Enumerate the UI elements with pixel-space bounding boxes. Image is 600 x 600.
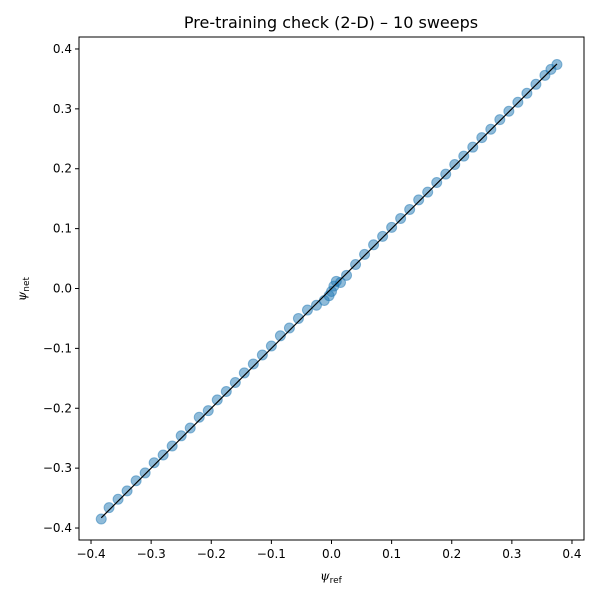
data-point xyxy=(166,440,178,452)
data-point xyxy=(449,159,461,171)
data-point xyxy=(265,340,277,352)
y-tick-label: 0.2 xyxy=(53,162,72,176)
data-point xyxy=(247,358,259,370)
plot-area xyxy=(78,36,585,541)
x-axis-label: ψref xyxy=(320,569,342,586)
y-axis-symbol: ψ xyxy=(15,291,29,301)
data-point xyxy=(431,177,443,189)
data-point xyxy=(95,513,107,525)
x-tick-label: −0.4 xyxy=(76,547,105,561)
data-point xyxy=(184,422,196,434)
y-tick-label: 0.3 xyxy=(53,102,72,116)
x-axis-subscript: ref xyxy=(330,576,343,586)
data-point xyxy=(476,132,488,144)
y-tick-label: 0.0 xyxy=(53,282,72,296)
data-point xyxy=(335,277,347,289)
x-tick-label: −0.2 xyxy=(197,547,226,561)
y-tick-label: −0.3 xyxy=(43,461,72,475)
y-axis-ticks: −0.4 −0.3 −0.2 −0.1 0.0 0.1 0.2 0.3 0.4 xyxy=(43,42,79,535)
y-tick-label: −0.2 xyxy=(43,401,72,415)
data-point xyxy=(404,203,416,215)
data-point xyxy=(368,239,380,251)
y-axis-subscript: net xyxy=(22,276,32,291)
x-tick-label: 0.3 xyxy=(502,547,521,561)
y-axis-label: ψnet xyxy=(15,276,32,301)
data-point xyxy=(157,449,169,461)
chart-title: Pre-training check (2-D) – 10 sweeps xyxy=(184,13,478,32)
reference-line xyxy=(100,63,558,519)
data-point xyxy=(301,304,313,316)
x-tick-label: −0.3 xyxy=(137,547,166,561)
data-point xyxy=(175,430,187,442)
data-point xyxy=(238,367,250,379)
data-point xyxy=(292,312,304,324)
data-point xyxy=(193,411,205,423)
data-point xyxy=(148,457,160,469)
x-tick-label: 0.2 xyxy=(442,547,461,561)
data-point xyxy=(341,269,353,281)
x-axis-symbol: ψ xyxy=(320,569,330,583)
data-point xyxy=(274,330,286,342)
y-tick-label: −0.1 xyxy=(43,341,72,355)
x-tick-label: 0.0 xyxy=(322,547,341,561)
data-point xyxy=(386,221,398,233)
data-point xyxy=(229,377,241,389)
data-point xyxy=(103,502,115,514)
data-point xyxy=(310,299,322,311)
reference-line-layer xyxy=(100,63,558,519)
data-point xyxy=(283,322,295,334)
data-point xyxy=(220,385,232,397)
data-point xyxy=(211,394,223,406)
x-tick-label: −0.1 xyxy=(257,547,286,561)
y-tick-label: −0.4 xyxy=(43,521,72,535)
data-point xyxy=(256,349,268,361)
y-tick-label: 0.1 xyxy=(53,222,72,236)
x-tick-label: 0.4 xyxy=(562,547,581,561)
data-point xyxy=(130,475,142,487)
data-point xyxy=(395,212,407,224)
data-point xyxy=(413,194,425,206)
x-tick-label: 0.1 xyxy=(382,547,401,561)
x-axis-ticks: −0.4 −0.3 −0.2 −0.1 0.0 0.1 0.2 0.3 0.4 xyxy=(76,540,582,561)
data-point xyxy=(494,114,506,126)
y-tick-label: 0.4 xyxy=(53,42,72,56)
data-point xyxy=(121,485,133,497)
data-point xyxy=(112,493,124,505)
data-point xyxy=(359,248,371,260)
data-point xyxy=(377,230,389,242)
data-point xyxy=(139,467,151,479)
